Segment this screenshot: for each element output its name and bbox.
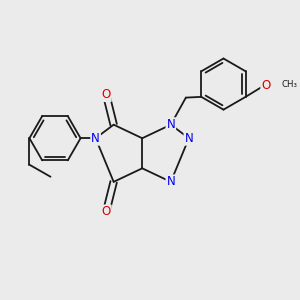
Text: N: N [167, 175, 175, 188]
Text: O: O [101, 88, 111, 101]
Text: N: N [184, 132, 193, 145]
Text: N: N [91, 132, 100, 145]
Text: O: O [261, 79, 271, 92]
Text: N: N [167, 118, 175, 131]
Text: CH₃: CH₃ [281, 80, 297, 89]
Text: O: O [101, 206, 111, 218]
